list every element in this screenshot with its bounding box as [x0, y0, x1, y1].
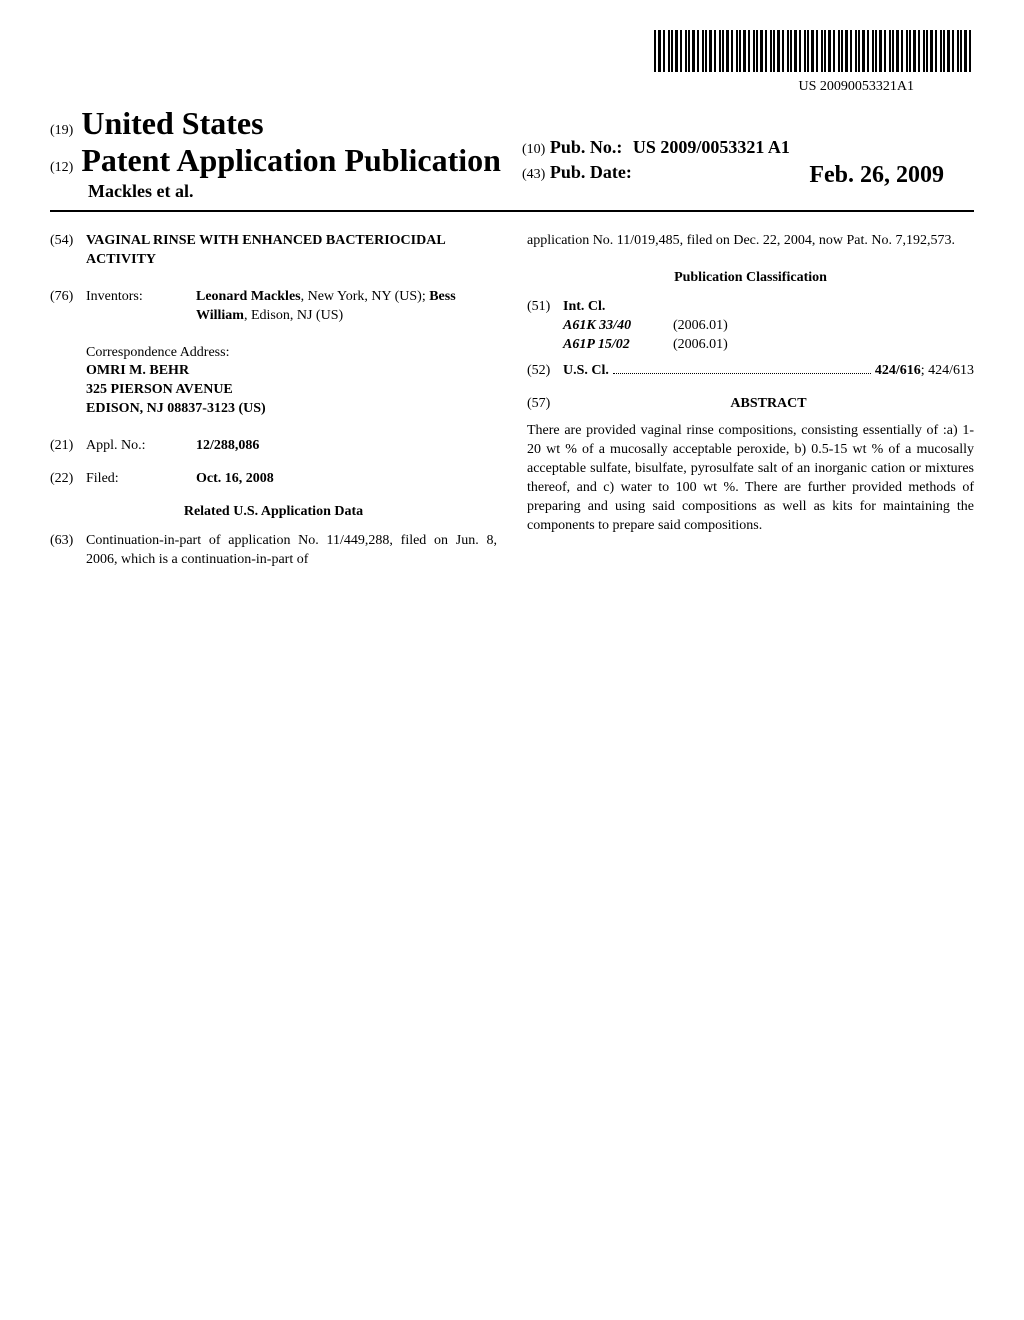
- classification-heading: Publication Classification: [527, 269, 974, 288]
- uscl-value-rest: ; 424/613: [921, 363, 974, 378]
- intcl-version-1: (2006.01): [673, 336, 728, 355]
- pub-no-line: (10) Pub. No.: US 2009/0053321 A1: [522, 137, 974, 158]
- authors-line: Mackles et al.: [88, 181, 502, 202]
- intcl-block: (51) Int. Cl. A61K 33/40 (2006.01) A61P …: [527, 298, 974, 355]
- correspondence-line3: EDISON, NJ 08837-3123 (US): [86, 400, 497, 419]
- right-header: (10) Pub. No.: US 2009/0053321 A1 (43) P…: [502, 105, 974, 189]
- invention-title: VAGINAL RINSE WITH ENHANCED BACTERIOCIDA…: [86, 232, 497, 270]
- applno-num: (21): [50, 437, 86, 456]
- abstract-label: ABSTRACT: [563, 395, 974, 414]
- barcode-section: US 20090053321A1: [50, 30, 974, 95]
- title-num: (54): [50, 232, 86, 270]
- correspondence-line2: 325 PIERSON AVENUE: [86, 381, 497, 400]
- pub-no-label: Pub. No.:: [550, 137, 623, 157]
- country-code-num: (19): [50, 123, 73, 138]
- title-block: (54) VAGINAL RINSE WITH ENHANCED BACTERI…: [50, 232, 497, 270]
- filed-row: (22) Filed: Oct. 16, 2008: [50, 470, 497, 489]
- inventors-label: Inventors:: [86, 288, 196, 326]
- uscl-value-bold: 424/616: [875, 363, 921, 378]
- abstract-heading-row: (57) ABSTRACT: [527, 395, 974, 414]
- correspondence-line1: OMRI M. BEHR: [86, 362, 497, 381]
- left-column: (54) VAGINAL RINSE WITH ENHANCED BACTERI…: [50, 232, 497, 584]
- country-line: (19) United States: [50, 105, 502, 142]
- divider: [50, 210, 974, 212]
- pub-date-num: (43): [522, 167, 545, 182]
- related-heading: Related U.S. Application Data: [50, 503, 497, 522]
- pub-type: Patent Application Publication: [81, 142, 501, 178]
- inventor-2-loc: , Edison, NJ (US): [244, 308, 343, 323]
- intcl-code-1: A61P 15/02: [563, 336, 673, 355]
- filed-label: Filed:: [86, 470, 196, 489]
- country-name: United States: [81, 105, 263, 141]
- uscl-num: (52): [527, 362, 563, 381]
- left-header: (19) United States (12) Patent Applicati…: [50, 105, 502, 202]
- pub-date-line: (43) Pub. Date: Feb. 26, 2009: [522, 162, 974, 183]
- uscl-row: (52) U.S. Cl. 424/616; 424/613: [527, 362, 974, 381]
- uscl-value: 424/616; 424/613: [875, 362, 974, 381]
- intcl-content: Int. Cl. A61K 33/40 (2006.01) A61P 15/02…: [563, 298, 974, 355]
- barcode-image: [654, 30, 974, 72]
- inventors-block: (76) Inventors: Leonard Mackles, New Yor…: [50, 288, 497, 326]
- right-column: application No. 11/019,485, filed on Dec…: [527, 232, 974, 584]
- pub-no-num: (10): [522, 142, 545, 157]
- pub-date-label: Pub. Date:: [550, 162, 632, 182]
- inventors-content: Leonard Mackles, New York, NY (US); Bess…: [196, 288, 497, 326]
- intcl-code-0: A61K 33/40: [563, 317, 673, 336]
- continuation-text: Continuation-in-part of application No. …: [86, 532, 497, 570]
- correspondence-label: Correspondence Address:: [86, 344, 497, 363]
- intcl-row-1: A61P 15/02 (2006.01): [563, 336, 974, 355]
- pub-type-line: (12) Patent Application Publication: [50, 142, 502, 179]
- inventors-num: (76): [50, 288, 86, 326]
- abstract-num: (57): [527, 395, 563, 414]
- filed-value: Oct. 16, 2008: [196, 470, 497, 489]
- pub-type-num: (12): [50, 160, 73, 175]
- inventor-1-loc: , New York, NY (US);: [301, 289, 430, 304]
- pub-date-value: Feb. 26, 2009: [809, 162, 944, 189]
- inventor-1-name: Leonard Mackles: [196, 289, 301, 304]
- barcode-number: US 20090053321A1: [50, 79, 914, 95]
- continuation-num: (63): [50, 532, 86, 570]
- filed-num: (22): [50, 470, 86, 489]
- uscl-dots: [613, 362, 871, 374]
- uscl-label: U.S. Cl.: [563, 362, 609, 381]
- intcl-num: (51): [527, 298, 563, 355]
- content-columns: (54) VAGINAL RINSE WITH ENHANCED BACTERI…: [50, 232, 974, 584]
- intcl-row-0: A61K 33/40 (2006.01): [563, 317, 974, 336]
- pub-no-value: US 2009/0053321 A1: [633, 137, 790, 157]
- applno-value: 12/288,086: [196, 437, 497, 456]
- correspondence-block: Correspondence Address: OMRI M. BEHR 325…: [86, 344, 497, 420]
- continuation-cont: application No. 11/019,485, filed on Dec…: [527, 232, 974, 251]
- header-row: (19) United States (12) Patent Applicati…: [50, 105, 974, 202]
- applno-row: (21) Appl. No.: 12/288,086: [50, 437, 497, 456]
- abstract-text: There are provided vaginal rinse composi…: [527, 422, 974, 535]
- applno-label: Appl. No.:: [86, 437, 196, 456]
- continuation-row: (63) Continuation-in-part of application…: [50, 532, 497, 570]
- intcl-version-0: (2006.01): [673, 317, 728, 336]
- intcl-label: Int. Cl.: [563, 298, 974, 317]
